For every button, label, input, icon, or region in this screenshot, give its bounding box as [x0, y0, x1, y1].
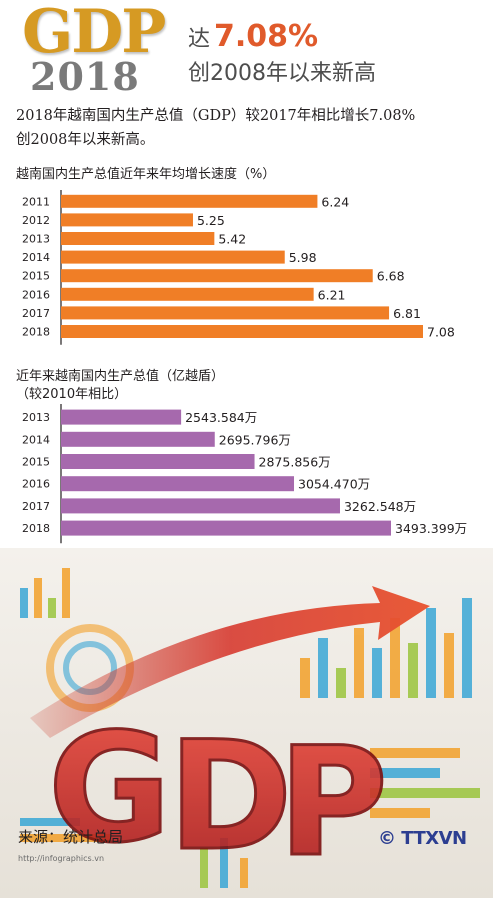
category-label: 2013	[22, 411, 50, 424]
bar	[61, 250, 285, 264]
header: GDP 2018 达 7.08% 创2008年以来新高	[0, 0, 493, 100]
value-label: 6.21	[318, 287, 346, 302]
growth-chart-title: 越南国内生产总值近年来年均增长速度（%）	[16, 167, 276, 182]
value-label: 3054.470万	[298, 477, 370, 492]
category-label: 2011	[22, 195, 50, 208]
bar	[61, 287, 314, 301]
gdp-value-chart: 2013 2543.584万 2014 2695.796万 2015 2875.856万 2…	[22, 404, 467, 544]
value-label: 3262.548万	[344, 499, 416, 514]
svg-text:G: G	[48, 702, 171, 876]
source-label: 来源：统计总局	[18, 828, 124, 846]
svg-text:D: D	[168, 710, 293, 884]
value-label: 6.24	[321, 194, 349, 209]
gdp-chart-title: 近年来越南国内生产总值（亿越盾） （较2010年相比）	[16, 368, 224, 404]
headline-percent: 7.08%	[214, 19, 319, 54]
category-label: 2016	[22, 288, 50, 301]
category-label: 2017	[22, 307, 50, 320]
value-label: 2875.856万	[259, 455, 331, 470]
value-label: 2695.796万	[219, 432, 291, 447]
gdp-chart-subtitle: （较2010年相比）	[16, 387, 128, 402]
ttxvn-logo: © TTXVN	[378, 828, 467, 849]
bar	[61, 431, 215, 447]
category-label: 2013	[22, 233, 50, 246]
svg-text:P: P	[278, 716, 388, 890]
category-label: 2014	[22, 433, 50, 446]
value-label: 6.81	[393, 306, 421, 321]
category-label: 2016	[22, 478, 50, 491]
intro-line-1: 2018年越南国内生产总值（GDP）较2017年相比增长7.08%	[16, 108, 416, 124]
bar	[61, 409, 182, 425]
category-label: 2015	[22, 456, 50, 469]
gdp-illustration: G D P	[0, 548, 493, 898]
value-label: 6.68	[377, 269, 405, 284]
headline-verb: 达	[188, 27, 211, 52]
value-label: 5.42	[218, 232, 246, 247]
bar	[61, 498, 340, 514]
category-label: 2014	[22, 251, 50, 264]
category-label: 2018	[22, 522, 50, 535]
value-label: 2543.584万	[185, 410, 257, 425]
bar	[61, 213, 193, 227]
intro-text: 2018年越南国内生产总值（GDP）较2017年相比增长7.08% 创2008年…	[16, 104, 486, 152]
category-label: 2012	[22, 214, 50, 227]
intro-line-2: 创2008年以来新高。	[16, 132, 155, 148]
category-label: 2015	[22, 270, 50, 283]
gdp-illustration-art: G D P	[0, 548, 493, 898]
value-label: 7.08	[427, 325, 455, 340]
bar	[61, 232, 215, 245]
headline-subtitle: 创2008年以来新高	[188, 61, 376, 86]
bar	[61, 520, 391, 536]
gdp-title: GDP	[22, 0, 166, 67]
bar	[61, 194, 318, 208]
bar	[61, 476, 295, 492]
bar	[61, 269, 373, 283]
headline: 达 7.08% 创2008年以来新高	[188, 20, 376, 91]
growth-rate-chart: 2011 6.24 2012 5.25 2013 5.42 2014 5.98 2015 6.68…	[22, 190, 455, 345]
year-title: 2018	[30, 54, 140, 99]
category-label: 2017	[22, 500, 50, 513]
source-url: http://infographics.vn	[18, 854, 105, 863]
value-label: 5.98	[289, 250, 317, 265]
value-label: 3493.399万	[395, 521, 467, 536]
bar	[61, 454, 255, 469]
bar	[61, 306, 390, 320]
value-label: 5.25	[197, 213, 225, 228]
category-label: 2018	[22, 326, 50, 339]
bar	[61, 325, 423, 338]
gdp-chart-title-line: 近年来越南国内生产总值（亿越盾）	[16, 369, 225, 384]
